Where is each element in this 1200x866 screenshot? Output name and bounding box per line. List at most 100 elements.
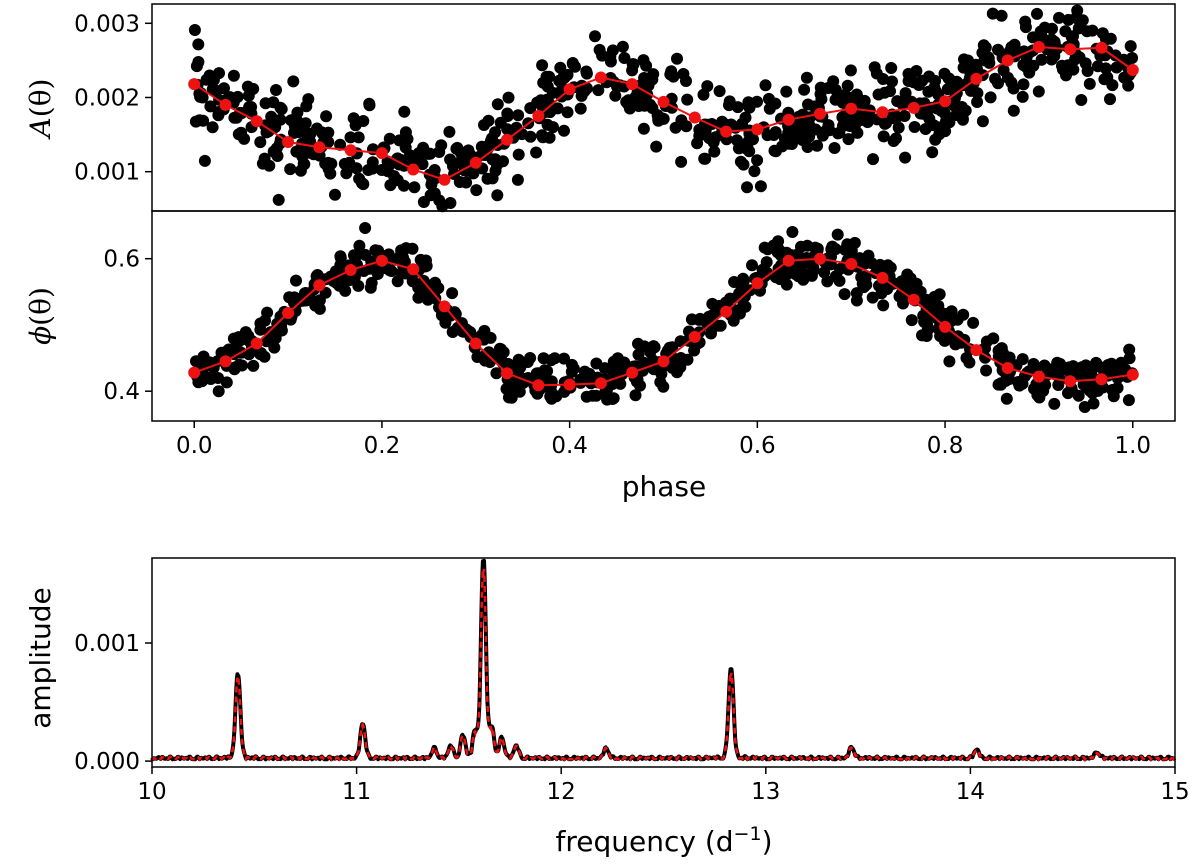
scatter-point [592, 84, 605, 97]
scatter-point [541, 118, 554, 131]
model-point [563, 378, 576, 391]
model-point [1126, 368, 1139, 381]
scatter-point [1104, 93, 1116, 106]
scatter-point [627, 58, 640, 71]
scatter-point [754, 180, 767, 193]
model-point [407, 163, 420, 176]
scatter-point [976, 115, 989, 128]
scatter-point [606, 44, 619, 57]
scatter-point [833, 274, 846, 287]
scatter-point [213, 67, 225, 80]
scatter-point [705, 327, 717, 340]
scatter-point [877, 73, 889, 85]
scatter-point [504, 385, 517, 398]
scatter-point [618, 356, 631, 369]
scatter-point [737, 272, 750, 285]
scatter-point [888, 277, 900, 290]
scatter-point [1083, 77, 1096, 90]
scatter-point [616, 40, 629, 53]
scatter-point [313, 302, 326, 315]
scatter-point [1111, 372, 1124, 385]
scatter-point [268, 115, 280, 128]
scatter-point [851, 126, 864, 139]
scatter-point [1123, 343, 1136, 356]
model-point [782, 254, 795, 267]
scatter-point [1048, 397, 1061, 410]
model-point [939, 95, 952, 108]
scatter-point [723, 99, 735, 112]
scatter-point [901, 268, 914, 281]
scatter-point [203, 69, 216, 82]
scatter-point [365, 276, 378, 289]
scatter-point [800, 71, 813, 84]
x-tick-label: 0.2 [364, 433, 401, 459]
scatter-point [1056, 63, 1069, 76]
x-tick-label: 0.0 [176, 433, 213, 459]
scatter-point [512, 109, 525, 122]
x-tick-label: 13 [751, 779, 780, 805]
scatter-point [681, 93, 694, 106]
model-point [1095, 41, 1108, 54]
scatter-point [204, 100, 217, 113]
scatter-point [1005, 41, 1018, 54]
scatter-point [868, 61, 881, 74]
model-point [407, 263, 420, 276]
scatter-point [866, 291, 879, 304]
model-point [751, 277, 764, 290]
scatter-point [786, 226, 799, 238]
scatter-point [739, 142, 752, 155]
scatter-point [1067, 360, 1080, 373]
scatter-point [501, 107, 514, 120]
scatter-point [1106, 79, 1119, 92]
y-tick-label: 0.001 [74, 631, 140, 657]
scatter-point [524, 130, 537, 143]
model-point [219, 355, 232, 368]
scatter-point [353, 239, 366, 252]
scatter-point [398, 105, 411, 118]
scatter-point [322, 126, 335, 139]
x-tick-label: 0.4 [551, 433, 588, 459]
outlier-point [272, 193, 285, 206]
scatter-point [638, 99, 651, 112]
scatter-point [798, 83, 811, 96]
model-point [626, 78, 639, 91]
scatter-point [657, 380, 670, 393]
scatter-point [892, 121, 905, 134]
model-point [720, 305, 733, 318]
scatter-point [938, 334, 951, 347]
scatter-point [334, 251, 347, 264]
scatter-point [1075, 94, 1088, 106]
scatter-point [453, 176, 466, 188]
model-point [532, 110, 545, 122]
scatter-point [622, 94, 635, 107]
scatter-point [958, 53, 970, 66]
scatter-point [811, 139, 824, 152]
scatter-point [598, 362, 611, 375]
model-point [782, 113, 795, 126]
scatter-point [586, 389, 599, 402]
scatter-point [247, 359, 260, 372]
scatter-point [661, 344, 674, 357]
y-tick-label: 0.001 [74, 160, 140, 186]
scatter-point [822, 82, 835, 94]
scatter-point [713, 85, 726, 98]
scatter-point [589, 30, 601, 43]
scatter-point [397, 179, 410, 192]
scatter-point [493, 342, 506, 355]
phase-axes-frame [151, 210, 1176, 422]
scatter-point [647, 68, 660, 81]
scatter-point [362, 164, 375, 176]
scatter-point [291, 106, 304, 119]
scatter-point [850, 287, 863, 300]
scatter-point [680, 75, 692, 87]
model-point [970, 72, 983, 85]
scatter-point [780, 278, 793, 291]
scatter-point [1046, 22, 1058, 35]
amplitude-y-ticks: 0.001 0.002 0.003 [74, 11, 152, 186]
scatter-point [890, 132, 902, 145]
outlier-point [340, 167, 353, 180]
scatter-point [541, 365, 554, 377]
scatter-point [741, 181, 753, 194]
scatter-point [275, 324, 288, 337]
